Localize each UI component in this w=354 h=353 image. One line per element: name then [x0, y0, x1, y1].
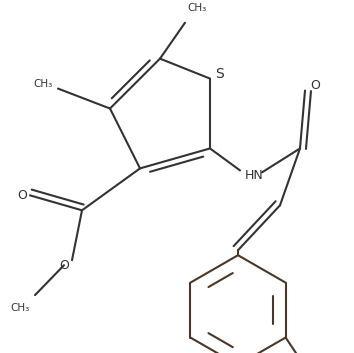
Text: O: O [310, 79, 320, 92]
Text: CH₃: CH₃ [187, 3, 206, 13]
Text: O: O [59, 259, 69, 272]
Text: S: S [216, 67, 224, 80]
Text: HN: HN [245, 169, 264, 182]
Text: CH₃: CH₃ [11, 303, 30, 313]
Text: O: O [17, 189, 27, 202]
Text: CH₃: CH₃ [34, 79, 53, 89]
